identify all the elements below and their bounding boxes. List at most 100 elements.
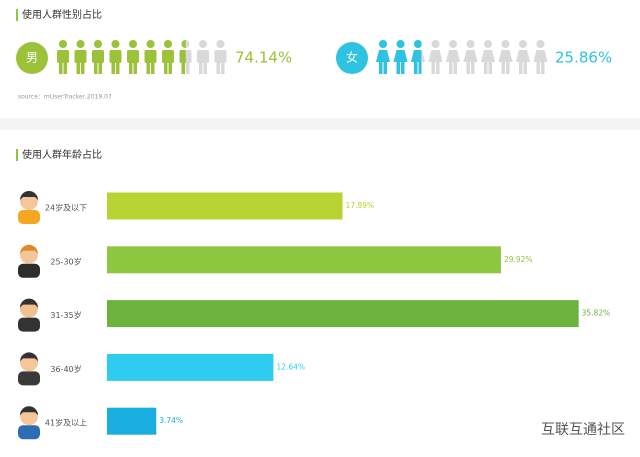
icon-body [179, 50, 186, 63]
icon-body [57, 50, 69, 63]
icon-head [181, 40, 186, 48]
legend-badge [16, 42, 48, 74]
icon-leg [541, 62, 545, 74]
divider [0, 118, 640, 130]
icon-leg [63, 62, 67, 74]
icon-head [484, 40, 492, 48]
category-label: 41岁及以上 [45, 418, 87, 428]
bar [107, 192, 343, 220]
icon-leg [383, 62, 387, 74]
icon-leg [81, 62, 85, 74]
avatar-body [18, 263, 40, 278]
icon-body [92, 50, 104, 63]
bar [107, 353, 274, 381]
chart-title: 使用人群年龄占比 [22, 148, 102, 161]
icon-leg [523, 62, 527, 74]
value-label: 74.14% [235, 49, 292, 67]
icon-head [431, 40, 440, 48]
bar [107, 246, 501, 274]
icon-leg [519, 62, 523, 74]
icon-leg [111, 62, 115, 74]
icon-leg [199, 62, 203, 74]
value-label: 29.92% [504, 255, 533, 264]
icon-body [393, 50, 408, 62]
icon-head [164, 40, 172, 48]
icon-head [449, 40, 457, 48]
icon-leg [94, 62, 98, 74]
bar [107, 300, 579, 328]
avatar-hair [20, 244, 38, 254]
icon-leg [431, 62, 435, 74]
icon-leg [76, 62, 80, 74]
watermark: 互联互通社区 [541, 422, 625, 438]
icon-leg [168, 62, 172, 74]
icon-body [376, 50, 390, 62]
icon-head [414, 40, 422, 48]
icon-body [197, 50, 209, 63]
icon-leg [414, 62, 418, 74]
icon-leg [133, 62, 137, 74]
icon-leg [59, 62, 63, 74]
icon-head [379, 40, 387, 48]
icon-body [533, 50, 548, 62]
title-marker [16, 9, 18, 21]
value-label: 17.89% [346, 201, 375, 210]
legend-badge [336, 42, 368, 74]
icon-body [109, 50, 122, 63]
icon-leg [453, 62, 457, 74]
icon-leg [466, 62, 470, 74]
value-label: 25.86% [555, 49, 612, 67]
icon-body [516, 50, 530, 62]
icon-body [428, 50, 443, 62]
title-marker [16, 149, 18, 161]
icon-body [411, 50, 422, 62]
category-label: 24岁及以下 [45, 203, 87, 213]
avatar-body [18, 425, 40, 440]
icon-head [466, 40, 475, 48]
icon-leg [449, 62, 453, 74]
icon-leg [116, 62, 120, 74]
category-label: 31-35岁 [50, 310, 81, 320]
legend-label: 男 [26, 51, 38, 65]
icon-body [162, 50, 174, 63]
icon-head [59, 40, 67, 48]
value-label: 35.82% [582, 309, 611, 318]
avatar-body [18, 210, 40, 224]
icon-head [519, 40, 527, 48]
value-label: 12.64% [276, 362, 305, 371]
icon-leg [203, 62, 207, 74]
legend-label: 女 [346, 50, 358, 65]
icon-leg [379, 62, 383, 74]
icon-leg [501, 62, 505, 74]
source: source：mUserTracker,2019.07 [18, 94, 112, 101]
icons-filled [57, 40, 186, 74]
icon-leg [129, 62, 133, 74]
icon-body [463, 50, 478, 62]
icon-body [214, 50, 227, 63]
icon-leg [471, 62, 475, 74]
icons-filled [376, 40, 422, 74]
avatar-body [18, 317, 40, 332]
icon-leg [146, 62, 150, 74]
icon-leg [484, 62, 488, 74]
icon-leg [436, 62, 440, 74]
icon-leg [401, 62, 405, 74]
icon-body [144, 50, 157, 63]
icon-head [501, 40, 510, 48]
icon-head [94, 40, 102, 48]
icon-head [146, 40, 155, 48]
chart-title: 使用人群性别占比 [22, 8, 102, 21]
icon-leg [151, 62, 155, 74]
icon-leg [164, 62, 168, 74]
category-label: 36-40岁 [50, 364, 81, 374]
icon-head [129, 40, 137, 48]
bar [107, 407, 157, 435]
avatar-body [18, 371, 40, 386]
avatar-hair [20, 298, 38, 308]
icon-body [446, 50, 460, 62]
icon-head [396, 40, 405, 48]
icon-leg [536, 62, 540, 74]
icon-leg [506, 62, 510, 74]
icon-head [536, 40, 545, 48]
